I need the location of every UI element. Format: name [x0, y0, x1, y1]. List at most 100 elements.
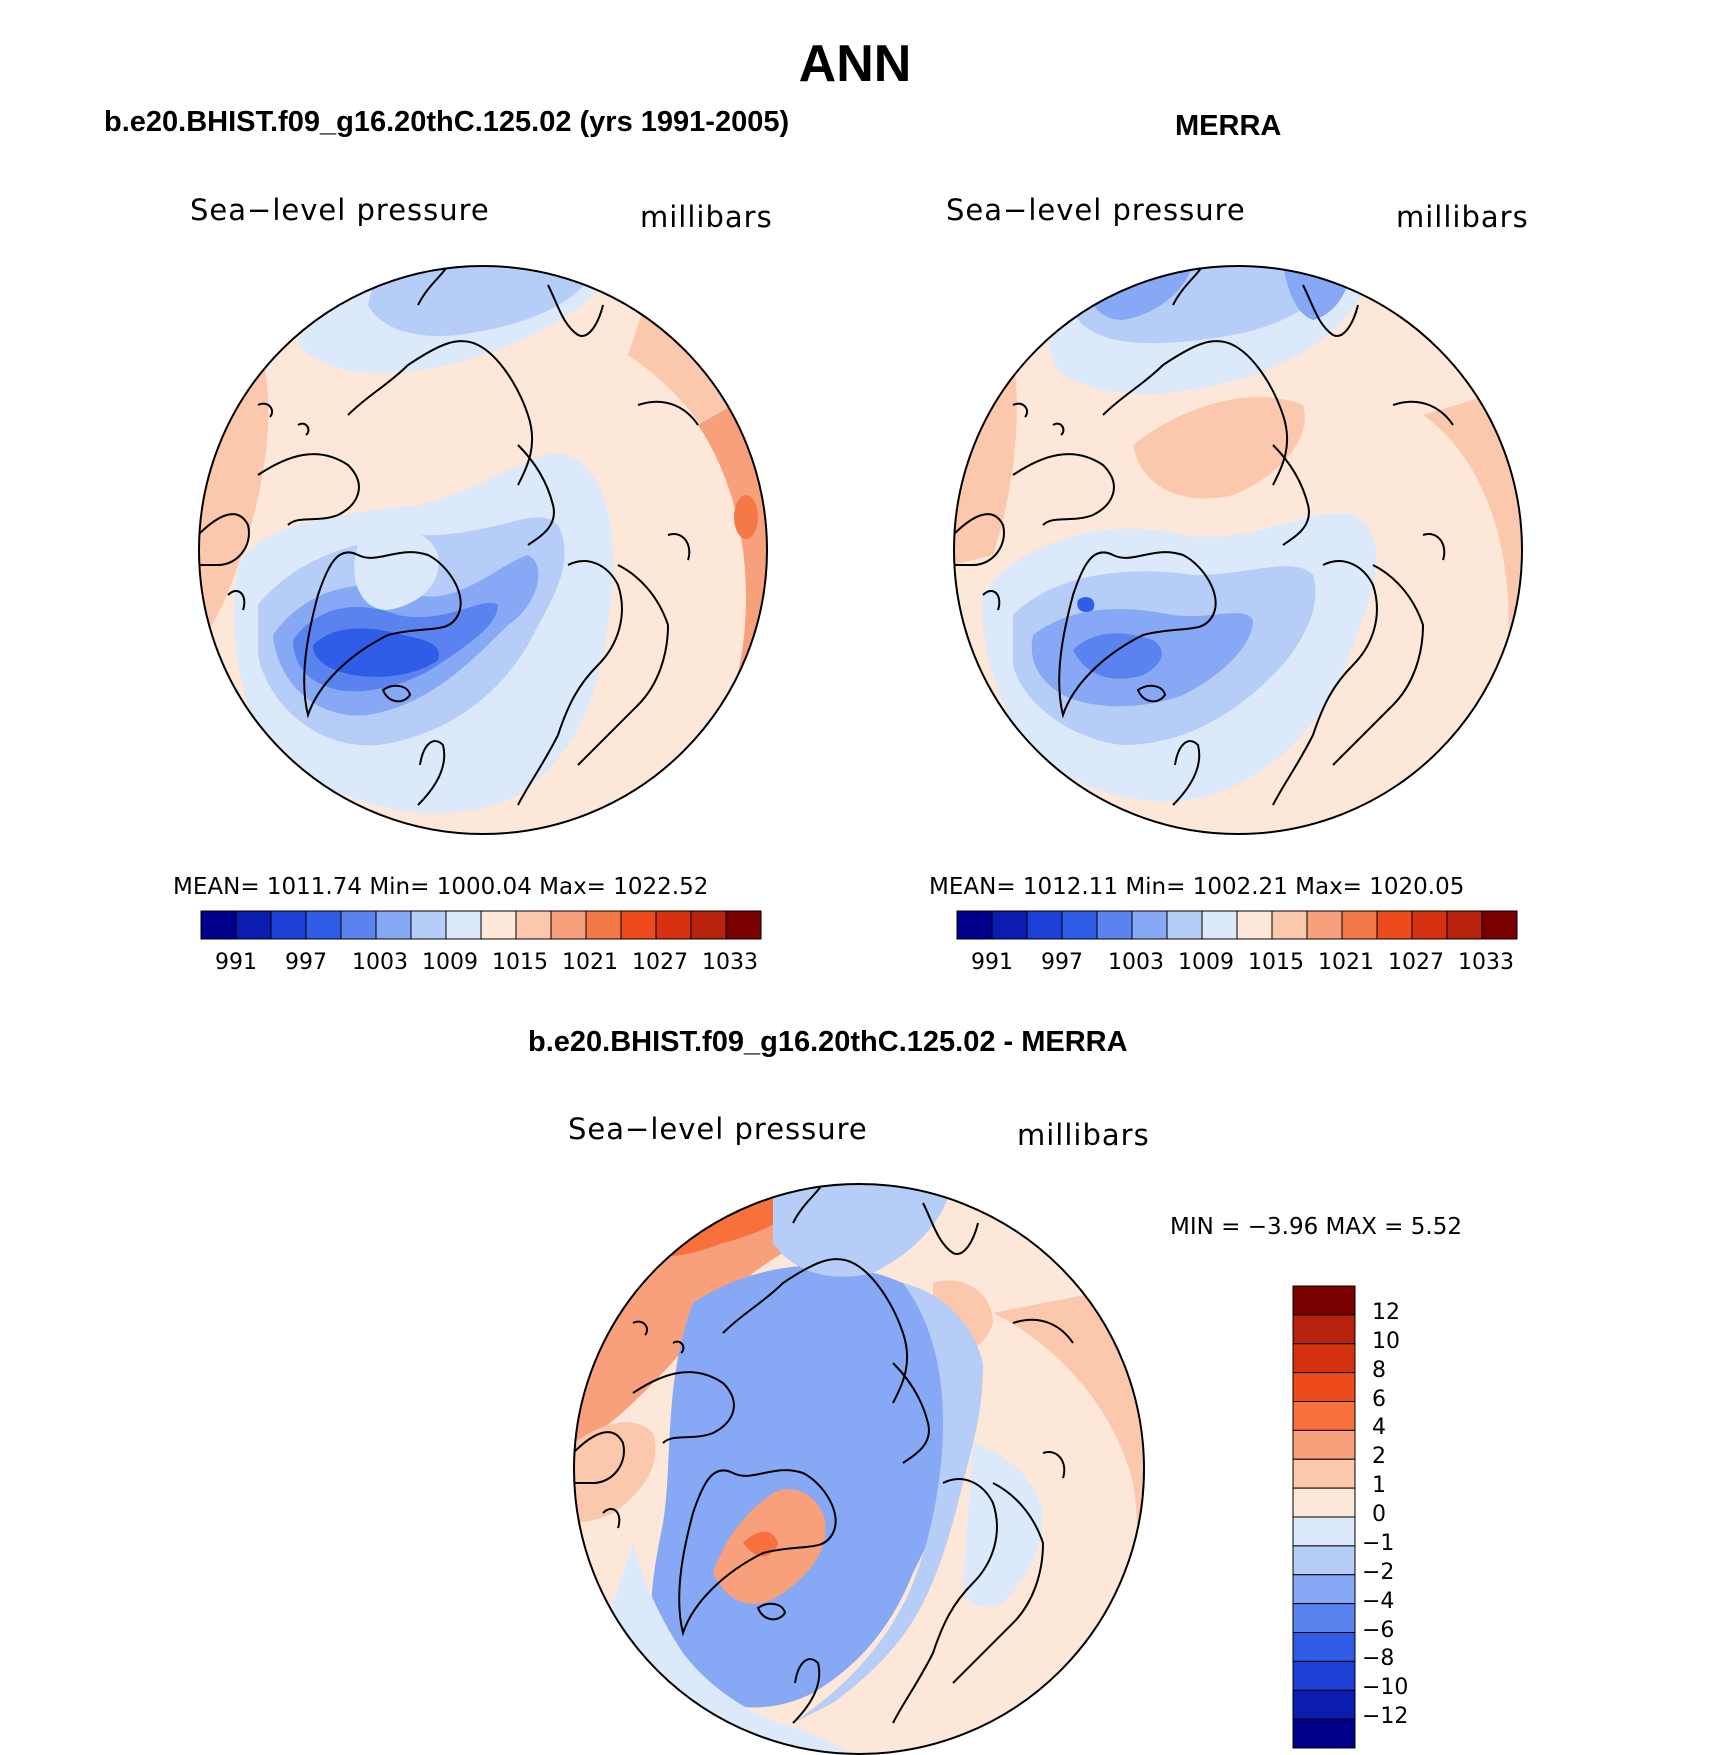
colorbar-swatch: [550, 910, 587, 940]
colorbar-tick-label: 1009: [422, 950, 478, 975]
colorbar-swatch: [1166, 910, 1203, 940]
colorbar-swatch: [655, 910, 692, 940]
colorbar-swatch: [1292, 1285, 1356, 1316]
colorbar-swatch: [1446, 910, 1483, 940]
colorbar-swatch: [1481, 910, 1518, 940]
colorbar-swatch: [1096, 910, 1133, 940]
map-obs: [953, 265, 1523, 835]
colorbar-swatch: [1236, 910, 1273, 940]
colorbar-swatch: [1292, 1372, 1356, 1402]
panel-model-header: b.e20.BHIST.f09_g16.20thC.125.02 (yrs 19…: [104, 106, 790, 138]
colorbar-swatch: [1026, 910, 1063, 940]
colorbar-tick-label: −12: [1362, 1704, 1409, 1730]
colorbar-tick-label: 1027: [632, 950, 688, 975]
colorbar-swatch: [1292, 1603, 1356, 1633]
colorbar-swatch: [1292, 1401, 1356, 1431]
colorbar-swatch: [956, 910, 993, 940]
colorbar-tick-label: 1015: [1248, 950, 1304, 975]
colorbar-swatch: [1306, 910, 1343, 940]
colorbar-swatch: [1292, 1632, 1356, 1662]
colorbar-tick-label: 12: [1372, 1299, 1400, 1325]
colorbar-tick-label: 1021: [562, 950, 618, 975]
colorbar-tick-label: −6: [1362, 1617, 1395, 1643]
colorbar-tick-label: 1009: [1178, 950, 1234, 975]
colorbar-tick-label: 2: [1372, 1444, 1386, 1470]
colorbar-tick-label: 8: [1372, 1357, 1386, 1383]
colorbar-swatch: [1201, 910, 1238, 940]
colorbar-tick-label: 997: [1041, 950, 1083, 975]
colorbar-tick-label: 4: [1372, 1415, 1386, 1441]
colorbar-tick-label: 997: [285, 950, 327, 975]
colorbar-swatch: [1292, 1458, 1356, 1489]
colorbar-swatch: [1292, 1343, 1356, 1374]
panel-obs-variable: Sea−level pressure: [946, 193, 1246, 227]
colorbar-tick-label: −1: [1362, 1530, 1395, 1556]
colorbar-swatch: [235, 910, 272, 940]
colorbar-swatch: [620, 910, 657, 940]
panel-model-stats: MEAN= 1011.74 Min= 1000.04 Max= 1022.52: [173, 874, 709, 900]
colorbar-tick-label: 1033: [1458, 950, 1514, 975]
colorbar-tick-label: 6: [1372, 1386, 1386, 1412]
panel-model-variable: Sea−level pressure: [190, 193, 490, 227]
colorbar-swatch: [340, 910, 377, 940]
colorbar-swatch: [690, 910, 727, 940]
colorbar-tick-label: 1: [1372, 1473, 1386, 1499]
colorbar-obs-labels: 991 997 1003 1009 1015 1021 1027 1033: [957, 950, 1517, 980]
colorbar-swatch: [991, 910, 1028, 940]
colorbar-swatch: [270, 910, 307, 940]
panel-diff-header: b.e20.BHIST.f09_g16.20thC.125.02 - MERRA: [528, 1026, 1128, 1058]
colorbar-tick-label: −4: [1362, 1588, 1395, 1614]
colorbar-swatch: [515, 910, 552, 940]
colorbar-tick-label: 1033: [702, 950, 758, 975]
colorbar-model-labels: 991 997 1003 1009 1015 1021 1027 1033: [201, 950, 761, 980]
colorbar-swatch: [1376, 910, 1413, 940]
colorbar-tick-label: 0: [1372, 1502, 1386, 1527]
colorbar-tick-label: −8: [1362, 1646, 1395, 1672]
colorbar-swatch: [1292, 1660, 1356, 1691]
panel-diff-variable: Sea−level pressure: [568, 1112, 868, 1146]
colorbar-tick-label: 1027: [1388, 950, 1444, 975]
colorbar-tick-label: −2: [1362, 1559, 1395, 1585]
map-diff-contour-arctic-negative: [651, 1265, 966, 1708]
colorbar-swatch: [375, 910, 412, 940]
colorbar-model: [200, 910, 762, 940]
colorbar-diff-labels: 12 10 8 6 4 2 1 0 −1 −2 −4 −6 −8 −10 −12: [1362, 1285, 1452, 1749]
panel-model-units: millibars: [640, 200, 773, 234]
colorbar-swatch: [1061, 910, 1098, 940]
map-diff: [573, 1183, 1145, 1755]
map-model: [198, 265, 768, 835]
panel-obs-units: millibars: [1396, 200, 1529, 234]
colorbar-swatch: [1292, 1545, 1356, 1576]
colorbar-tick-label: 10: [1372, 1328, 1400, 1354]
colorbar-tick-label: 1003: [1108, 950, 1164, 975]
colorbar-swatch: [1271, 910, 1308, 940]
colorbar-swatch: [1411, 910, 1448, 940]
colorbar-swatch: [445, 910, 482, 940]
colorbar-swatch: [1292, 1516, 1356, 1547]
colorbar-tick-label: −10: [1362, 1675, 1409, 1701]
colorbar-tick-label: 991: [971, 950, 1013, 975]
colorbar-swatch: [1292, 1487, 1356, 1518]
map-obs-contour-arctic-high: [1133, 397, 1305, 499]
colorbar-swatch: [410, 910, 447, 940]
colorbar-swatch: [200, 910, 237, 940]
panel-diff-stats: MIN = −3.96 MAX = 5.52: [1170, 1214, 1462, 1240]
colorbar-swatch: [1131, 910, 1168, 940]
colorbar-swatch: [585, 910, 622, 940]
colorbar-swatch: [1292, 1574, 1356, 1605]
colorbar-swatch: [305, 910, 342, 940]
colorbar-diff: [1292, 1285, 1356, 1749]
colorbar-obs: [956, 910, 1518, 940]
colorbar-swatch: [1341, 910, 1378, 940]
panel-obs-header: MERRA: [1175, 110, 1282, 142]
colorbar-swatch: [725, 910, 762, 940]
colorbar-swatch: [1292, 1429, 1356, 1460]
colorbar-swatch: [1292, 1718, 1356, 1749]
figure-title: ANN: [798, 35, 912, 93]
colorbar-swatch: [1292, 1689, 1356, 1720]
panel-diff-units: millibars: [1017, 1118, 1150, 1152]
colorbar-tick-label: 1003: [352, 950, 408, 975]
colorbar-tick-label: 1021: [1318, 950, 1374, 975]
colorbar-tick-label: 991: [215, 950, 257, 975]
panel-obs-stats: MEAN= 1012.11 Min= 1002.21 Max= 1020.05: [929, 874, 1465, 900]
